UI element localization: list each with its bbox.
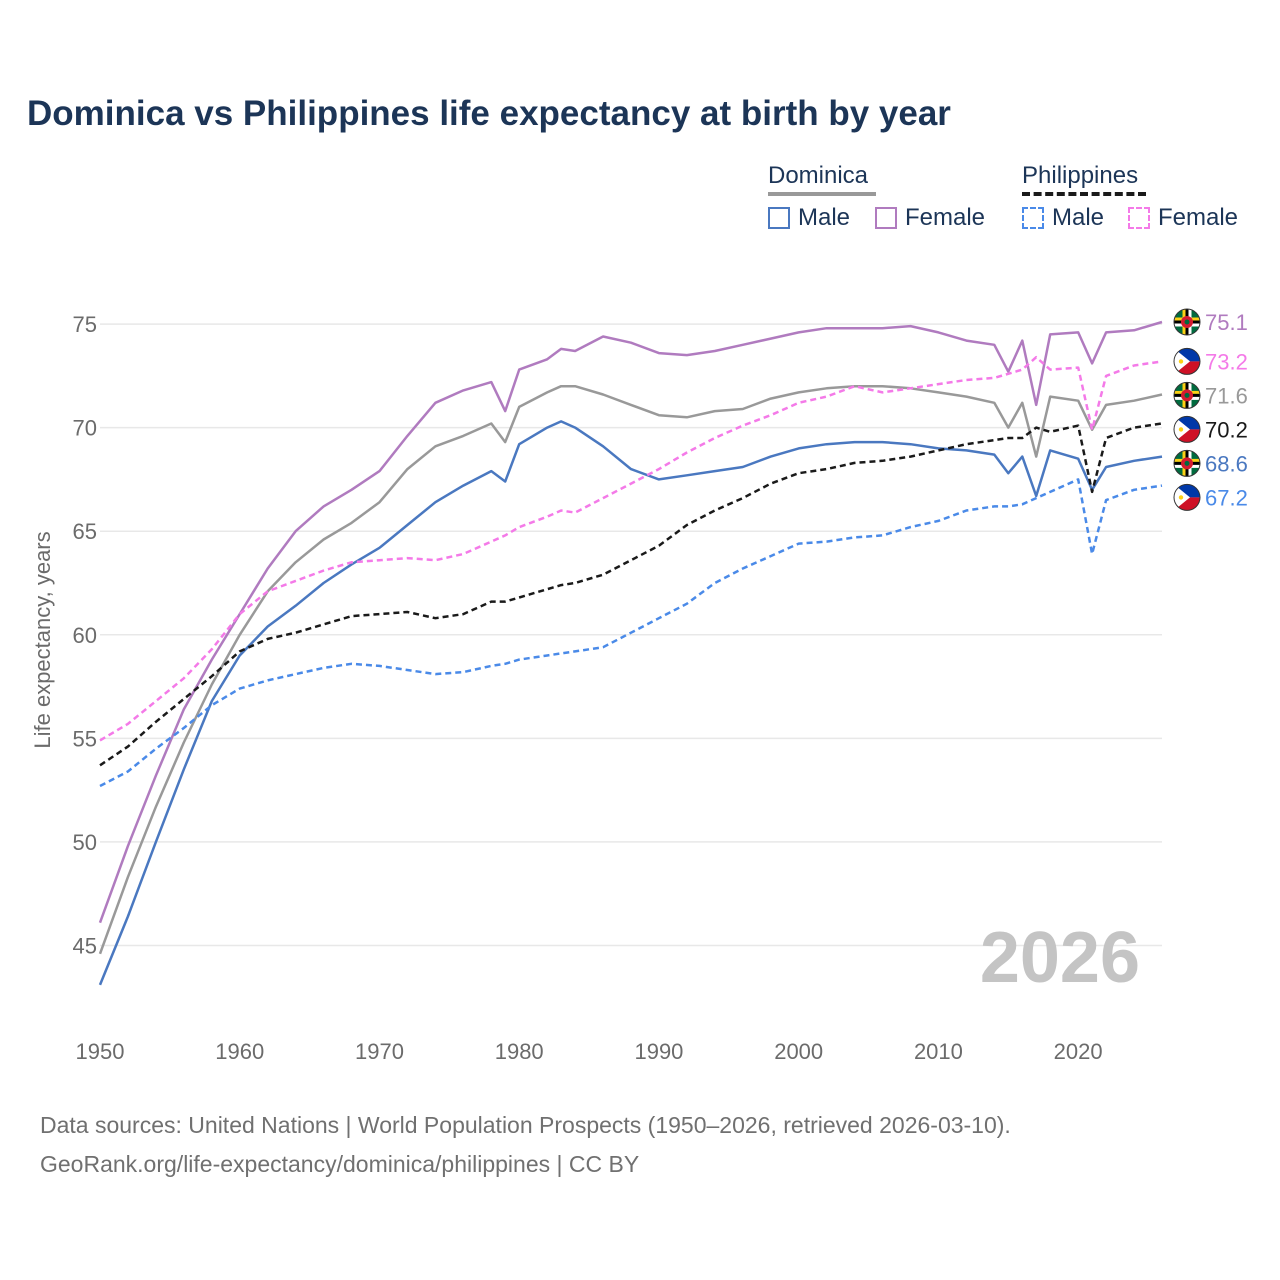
end-label-dominica-total: 71.6 <box>1173 381 1248 409</box>
x-tick-label-1980: 1980 <box>495 1039 544 1064</box>
x-axis-ticks: 1950 1960 1970 1980 1990 2000 2010 2020 <box>76 1039 1103 1064</box>
legend-dominica-text: Dominica <box>768 162 869 189</box>
end-label-philippines-total: 70.2 <box>1173 415 1248 443</box>
legend-philippines-male-label: Male <box>1052 204 1105 231</box>
end-label-dominica-female: 75.1 <box>1173 308 1248 336</box>
legend-philippines-text: Philippines <box>1022 162 1139 189</box>
end-value: 67.2 <box>1205 485 1248 510</box>
legend-dominica-male-swatch <box>768 207 790 229</box>
series-line-dominica-total[interactable] <box>98 384 1163 955</box>
y-tick-label-50: 50 <box>73 830 97 855</box>
legend-dominica-male-label: Male <box>798 204 851 231</box>
end-labels: 75.1 73.2 71.6 70.2 68.6 67.2 <box>1173 308 1248 511</box>
y-tick-label-70: 70 <box>73 416 97 441</box>
x-tick-label-1950: 1950 <box>76 1039 125 1064</box>
legend-philippines-male-swatch <box>1022 207 1044 229</box>
legend-philippines-line <box>1022 192 1146 196</box>
legend-philippines-label[interactable]: Philippines <box>1022 162 1146 196</box>
legend-dominica-male[interactable]: Male <box>768 204 850 232</box>
y-tick-label-45: 45 <box>73 934 97 959</box>
end-value: 70.2 <box>1205 417 1248 442</box>
end-value: 73.2 <box>1205 349 1248 374</box>
y-tick-label-75: 75 <box>73 312 97 337</box>
y-tick-label-55: 55 <box>73 726 97 751</box>
legend-philippines-female[interactable]: Female <box>1128 204 1238 232</box>
series-lines <box>98 320 1163 986</box>
legend-philippines-female-label: Female <box>1158 204 1239 231</box>
end-label-dominica-male: 68.6 <box>1173 449 1248 477</box>
x-tick-label-1990: 1990 <box>634 1039 683 1064</box>
y-tick-label-65: 65 <box>73 519 97 544</box>
y-axis-ticks: 45 50 55 60 65 70 75 <box>73 312 97 958</box>
y-tick-label-60: 60 <box>73 623 97 648</box>
series-line-dominica-female[interactable] <box>98 320 1163 924</box>
end-value: 71.6 <box>1205 383 1248 408</box>
series-line-philippines-male[interactable] <box>99 478 1163 788</box>
data-sources: Data sources: United Nations | World Pop… <box>40 1106 1011 1184</box>
x-tick-label-2020: 2020 <box>1054 1039 1103 1064</box>
x-tick-label-2010: 2010 <box>914 1039 963 1064</box>
x-tick-label-1960: 1960 <box>215 1039 264 1064</box>
x-tick-label-1970: 1970 <box>355 1039 404 1064</box>
year-watermark: 2026 <box>980 918 1140 998</box>
legend-dominica-female-swatch <box>875 207 897 229</box>
series-line-dominica-male[interactable] <box>98 420 1163 986</box>
end-value: 68.6 <box>1205 451 1248 476</box>
sources-line-2[interactable]: GeoRank.org/life-expectancy/dominica/phi… <box>40 1151 640 1177</box>
y-axis-label: Life expectancy, years <box>30 531 55 748</box>
legend-philippines-female-swatch <box>1128 207 1150 229</box>
chart-title: Dominica vs Philippines life expectancy … <box>27 94 951 133</box>
series-line-philippines-total[interactable] <box>99 422 1163 767</box>
legend-dominica-label[interactable]: Dominica <box>768 162 876 196</box>
legend-dominica-line <box>768 192 876 196</box>
series-line-philippines-female[interactable] <box>99 355 1163 742</box>
end-label-philippines-female: 73.2 <box>1173 347 1248 375</box>
sources-line-1: Data sources: United Nations | World Pop… <box>40 1112 1011 1138</box>
grid-lines <box>100 323 1162 947</box>
end-value: 75.1 <box>1205 310 1248 335</box>
end-label-philippines-male: 67.2 <box>1173 483 1248 511</box>
legend-dominica-female[interactable]: Female <box>875 204 985 232</box>
legend-dominica-female-label: Female <box>905 204 986 231</box>
x-tick-label-2000: 2000 <box>774 1039 823 1064</box>
legend-philippines-male[interactable]: Male <box>1022 204 1104 232</box>
